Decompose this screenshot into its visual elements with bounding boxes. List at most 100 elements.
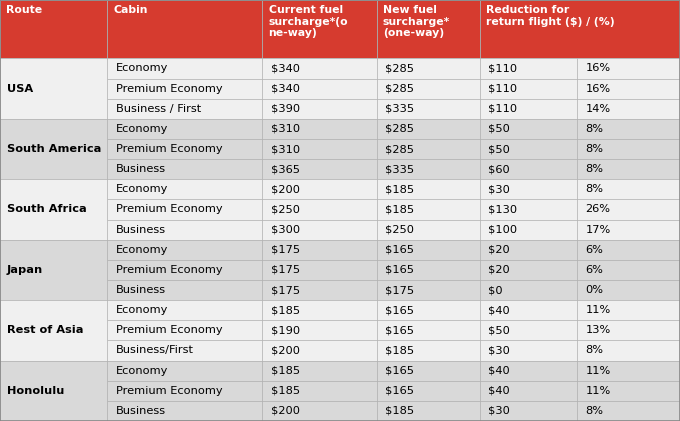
- Bar: [262, 219, 377, 240]
- Text: $200: $200: [271, 406, 300, 416]
- Bar: [262, 139, 377, 159]
- Text: $340: $340: [271, 64, 300, 73]
- Text: 8%: 8%: [585, 184, 603, 195]
- Bar: [577, 119, 680, 139]
- Text: $365: $365: [271, 164, 300, 174]
- Bar: [0, 119, 107, 179]
- Bar: [480, 381, 577, 401]
- Bar: [577, 381, 680, 401]
- Bar: [107, 59, 262, 79]
- Bar: [107, 79, 262, 99]
- Bar: [480, 59, 577, 79]
- Bar: [107, 260, 262, 280]
- Bar: [107, 99, 262, 119]
- Bar: [107, 200, 262, 219]
- Bar: [377, 179, 480, 200]
- Text: 11%: 11%: [585, 365, 611, 376]
- Text: $165: $165: [385, 305, 414, 315]
- Text: Business / First: Business / First: [116, 104, 201, 114]
- Text: $285: $285: [385, 84, 414, 93]
- Bar: [107, 139, 262, 159]
- Bar: [377, 219, 480, 240]
- Text: Business/First: Business/First: [116, 346, 194, 355]
- Bar: [377, 280, 480, 300]
- Text: $285: $285: [385, 64, 414, 73]
- Text: $250: $250: [271, 205, 300, 214]
- Bar: [107, 159, 262, 179]
- Text: Premium Economy: Premium Economy: [116, 84, 222, 93]
- Text: Rest of Asia: Rest of Asia: [7, 325, 83, 336]
- Text: $175: $175: [271, 245, 300, 255]
- Text: 16%: 16%: [585, 84, 611, 93]
- Text: $185: $185: [385, 184, 414, 195]
- Bar: [577, 99, 680, 119]
- Text: $390: $390: [271, 104, 300, 114]
- Bar: [480, 119, 577, 139]
- Bar: [480, 260, 577, 280]
- Bar: [377, 260, 480, 280]
- Bar: [577, 219, 680, 240]
- Text: Premium Economy: Premium Economy: [116, 386, 222, 396]
- Text: Premium Economy: Premium Economy: [116, 205, 222, 214]
- Bar: [480, 99, 577, 119]
- Text: Economy: Economy: [116, 184, 168, 195]
- Text: $175: $175: [271, 265, 300, 275]
- Text: Business: Business: [116, 285, 166, 295]
- Text: $335: $335: [385, 164, 414, 174]
- Bar: [577, 200, 680, 219]
- Text: 16%: 16%: [585, 64, 611, 73]
- Text: $50: $50: [488, 325, 510, 336]
- Bar: [107, 119, 262, 139]
- Text: $310: $310: [271, 144, 300, 154]
- Bar: [377, 159, 480, 179]
- Text: $310: $310: [271, 124, 300, 134]
- Bar: [577, 341, 680, 360]
- Text: $40: $40: [488, 305, 510, 315]
- Bar: [262, 240, 377, 260]
- Bar: [377, 300, 480, 320]
- Bar: [262, 341, 377, 360]
- Bar: [377, 139, 480, 159]
- Text: Business: Business: [116, 225, 166, 234]
- Bar: [377, 59, 480, 79]
- Bar: [107, 300, 262, 320]
- Bar: [107, 381, 262, 401]
- Text: $20: $20: [488, 245, 510, 255]
- Text: $250: $250: [385, 225, 414, 234]
- Text: South Africa: South Africa: [7, 205, 86, 214]
- Bar: [377, 401, 480, 421]
- Text: $165: $165: [385, 325, 414, 336]
- Bar: [480, 79, 577, 99]
- Text: $340: $340: [271, 84, 300, 93]
- Bar: [262, 300, 377, 320]
- Bar: [377, 381, 480, 401]
- Bar: [377, 99, 480, 119]
- Text: $185: $185: [271, 386, 300, 396]
- Bar: [480, 240, 577, 260]
- Bar: [262, 179, 377, 200]
- Text: $200: $200: [271, 346, 300, 355]
- Text: $30: $30: [488, 184, 510, 195]
- Text: 6%: 6%: [585, 265, 603, 275]
- Text: Premium Economy: Premium Economy: [116, 265, 222, 275]
- Bar: [480, 139, 577, 159]
- Bar: [377, 79, 480, 99]
- Bar: [107, 219, 262, 240]
- Bar: [0, 0, 107, 59]
- Bar: [262, 59, 377, 79]
- Bar: [480, 159, 577, 179]
- Bar: [480, 200, 577, 219]
- Bar: [0, 300, 107, 360]
- Bar: [577, 79, 680, 99]
- Bar: [577, 240, 680, 260]
- Text: Business: Business: [116, 406, 166, 416]
- Text: $185: $185: [385, 205, 414, 214]
- Text: $40: $40: [488, 386, 510, 396]
- Bar: [480, 320, 577, 341]
- Text: 17%: 17%: [585, 225, 611, 234]
- Text: $165: $165: [385, 386, 414, 396]
- Bar: [262, 260, 377, 280]
- Bar: [0, 59, 107, 119]
- Bar: [262, 0, 377, 59]
- Bar: [0, 360, 107, 421]
